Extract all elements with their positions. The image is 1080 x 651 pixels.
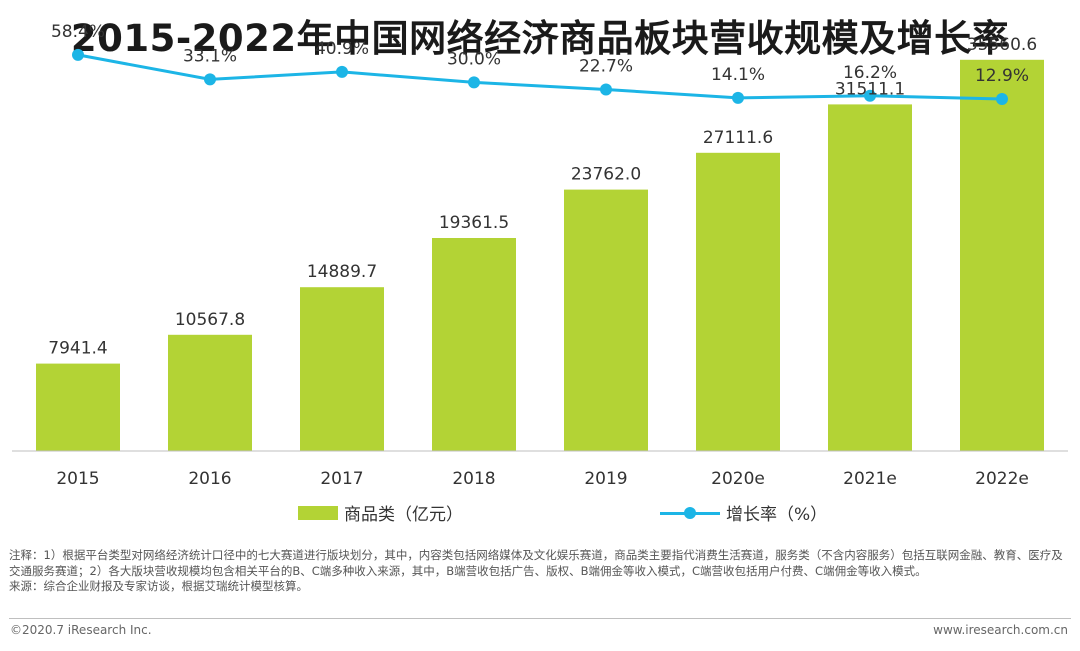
bar-2019	[564, 189, 648, 451]
footer-divider	[9, 618, 1071, 619]
labels-layer: 7941.4 2015 10567.8 2016 14889.7 2017 19361.5 2…	[48, 22, 1037, 489]
growth-value-label: 40.9%	[315, 39, 369, 59]
bar-value-label: 23762.0	[571, 165, 641, 185]
bar-2016	[168, 334, 252, 451]
bar-value-label: 10567.8	[175, 310, 245, 330]
growth-point-2020e	[732, 91, 744, 104]
x-tick-label: 2015	[56, 469, 99, 489]
copyright: ©2020.7 iResearch Inc.	[10, 623, 152, 637]
growth-point-2017	[336, 65, 348, 78]
growth-value-label: 14.1%	[711, 65, 765, 85]
bar-2021e	[828, 104, 912, 452]
legend-bar-swatch	[298, 505, 338, 520]
growth-value-label: 16.2%	[843, 63, 897, 83]
legend-line-label: 增长率（%）	[726, 505, 828, 525]
growth-value-label: 12.9%	[975, 66, 1029, 86]
growth-value-label: 30.0%	[447, 49, 501, 69]
growth-point-2019	[600, 83, 612, 96]
growth-point-2018	[468, 76, 480, 89]
bar-value-label: 35560.6	[967, 35, 1037, 55]
growth-point-2015	[72, 48, 84, 61]
x-tick-label: 2017	[320, 469, 363, 489]
growth-value-label: 33.1%	[183, 46, 237, 66]
bar-2022e	[960, 59, 1044, 452]
growth-line-layer	[72, 48, 1008, 105]
bar-2015	[36, 363, 120, 451]
legend-line-swatch	[660, 506, 720, 520]
growth-point-2022e	[996, 93, 1008, 105]
x-tick-label: 2018	[452, 469, 495, 489]
x-tick-label: 2019	[584, 469, 627, 489]
bar-2017	[300, 287, 384, 451]
note-text: 注释：1）根据平台类型对网络经济统计口径中的七大赛道进行版块划分，其中，内容类包…	[9, 548, 1063, 578]
x-tick-label: 2016	[188, 469, 231, 489]
legend-line: 增长率（%）	[660, 500, 827, 525]
source-text: 来源：综合企业财报及专家访谈，根据艾瑞统计模型核算。	[9, 579, 308, 593]
bar-value-label: 14889.7	[307, 262, 377, 282]
bar-2018	[432, 238, 516, 451]
website: www.iresearch.com.cn	[933, 623, 1068, 637]
legend-bar: 商品类（亿元）	[298, 500, 463, 525]
bar-2020e	[696, 152, 780, 452]
growth-value-label: 22.7%	[579, 57, 633, 77]
bars-layer	[36, 59, 1044, 452]
growth-value-label: 58.4%	[51, 22, 105, 42]
bar-value-label: 31511.1	[835, 79, 905, 99]
bar-value-label: 27111.6	[703, 128, 773, 148]
chart-title: 2015-2022年中国网络经济商品板块营收规模及增长率	[70, 17, 1010, 60]
growth-point-2016	[204, 73, 216, 86]
footnote: 注释：1）根据平台类型对网络经济统计口径中的七大赛道进行版块划分，其中，内容类包…	[9, 548, 1073, 595]
bar-value-label: 7941.4	[48, 339, 107, 359]
chart-svg: 7941.4 2015 10567.8 2016 14889.7 2017 19361.5 2…	[12, 22, 1068, 489]
x-tick-label: 2021e	[843, 469, 897, 489]
growth-point-2021e	[864, 89, 876, 102]
legend-bar-label: 商品类（亿元）	[344, 505, 463, 525]
bar-value-label: 19361.5	[439, 213, 509, 233]
x-tick-label: 2020e	[711, 469, 765, 489]
x-tick-label: 2022e	[975, 469, 1029, 489]
growth-line	[77, 53, 1003, 101]
